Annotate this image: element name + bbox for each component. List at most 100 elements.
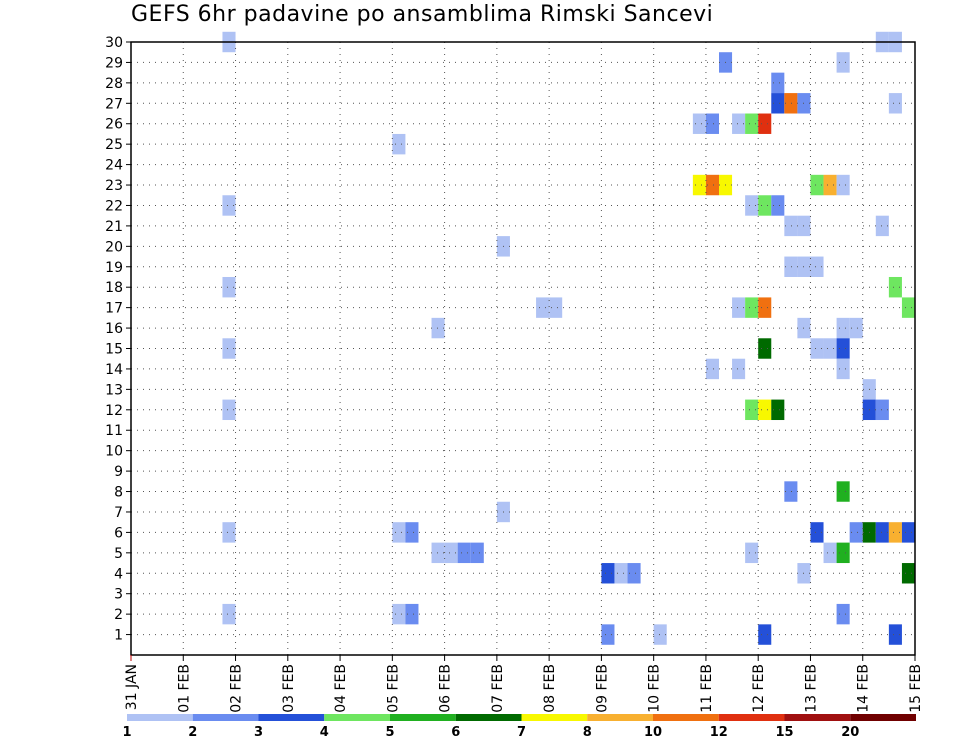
heatmap-cell — [705, 358, 719, 380]
x-tick-label: 09 FEB — [594, 664, 610, 713]
heatmap-cell — [222, 338, 236, 359]
heatmap-cell — [222, 522, 236, 543]
heatmap-cell — [732, 113, 746, 134]
heatmap-cell — [745, 399, 759, 421]
colorbar-swatch — [455, 714, 522, 721]
y-tick-label: 26 — [105, 117, 123, 133]
colorbar-label: 4 — [320, 725, 329, 740]
heatmap-cell — [784, 256, 798, 277]
y-tick-label: 2 — [114, 607, 123, 623]
colorbar-label: 3 — [254, 725, 263, 740]
heatmap-cell — [901, 563, 915, 584]
heatmap-cell — [392, 603, 406, 625]
y-tick-label: 7 — [114, 505, 123, 521]
heatmap-cell — [836, 317, 850, 339]
heatmap-cell — [392, 133, 406, 155]
colorbar-swatch — [127, 714, 193, 721]
colorbar-label: 12 — [710, 725, 728, 740]
colorbar-swatch — [718, 714, 785, 721]
heatmap-cell — [732, 297, 746, 318]
x-tick-label: 01 FEB — [176, 664, 192, 713]
colorbar: 1 2 3 4 5 6 7 8 10 12 15 20 — [122, 714, 916, 740]
heatmap-cell — [431, 542, 445, 564]
heatmap-cell — [771, 195, 785, 216]
heatmap-cell — [627, 563, 641, 584]
y-tick-label: 8 — [114, 485, 123, 501]
y-tick-label: 10 — [105, 444, 123, 460]
colorbar-swatch — [587, 714, 653, 721]
heatmap-cell — [431, 317, 445, 339]
chart-title: GEFS 6hr padavine po ansamblima Rimski S… — [131, 2, 714, 27]
y-axis: 1234567891011121314151617181920212223242… — [105, 35, 131, 644]
heatmap-cell — [536, 297, 550, 318]
heatmap-cell — [888, 276, 902, 298]
colorbar-swatch — [784, 714, 851, 721]
x-tick-label: 05 FEB — [385, 664, 401, 713]
y-tick-label: 28 — [105, 76, 123, 92]
y-tick-label: 6 — [114, 525, 123, 541]
heatmap-cell — [745, 113, 759, 134]
heatmap-cell — [836, 603, 850, 625]
y-tick-label: 18 — [105, 280, 123, 296]
y-tick-label: 13 — [105, 382, 123, 398]
heatmap-cell — [758, 195, 772, 216]
colorbar-label: 1 — [122, 725, 131, 740]
colorbar-label: 10 — [644, 725, 662, 740]
heatmap-cell — [405, 522, 419, 543]
y-tick-label: 12 — [105, 403, 123, 419]
x-tick-label: 11 FEB — [699, 664, 715, 713]
heatmap-cell — [810, 338, 824, 359]
heatmap-cell — [771, 93, 785, 114]
y-tick-label: 22 — [105, 198, 123, 214]
y-tick-label: 24 — [105, 158, 123, 174]
heatmap-cell — [836, 481, 850, 502]
heatmap-cell — [836, 52, 850, 73]
heatmap-cell — [222, 276, 236, 298]
x-tick-label: 12 FEB — [751, 664, 767, 713]
colorbar-swatch — [653, 714, 719, 721]
heatmap-cell — [732, 358, 746, 380]
colorbar-swatch — [192, 714, 259, 721]
y-tick-label: 27 — [105, 96, 123, 112]
heatmap-cell — [823, 542, 837, 564]
colorbar-label: 5 — [385, 725, 394, 740]
heatmap-cell — [392, 522, 406, 543]
y-tick-label: 20 — [105, 239, 123, 255]
heatmap-cell — [823, 174, 837, 196]
heatmap-cell — [549, 297, 563, 318]
heatmap-cell — [810, 522, 824, 543]
heatmap-cell — [771, 72, 785, 94]
y-tick-label: 1 — [114, 628, 123, 644]
heatmap-cell — [758, 297, 772, 318]
heatmap-cell — [705, 174, 719, 196]
heatmap-cell — [601, 563, 615, 584]
colorbar-label: 15 — [775, 725, 793, 740]
heatmap-cell — [444, 542, 458, 564]
heatmap-cell — [758, 113, 772, 134]
heatmap-cell — [692, 174, 706, 196]
y-tick-label: 25 — [105, 137, 123, 153]
y-tick-label: 17 — [105, 301, 123, 317]
colorbar-label: 2 — [188, 725, 197, 740]
heatmap-cell — [745, 297, 759, 318]
y-tick-label: 5 — [114, 546, 123, 562]
heatmap-cell — [758, 624, 772, 645]
heatmap-cell — [849, 522, 863, 543]
heatmap-cell — [614, 563, 628, 584]
heatmap-cell — [784, 481, 798, 502]
heatmap-cell — [222, 603, 236, 625]
heatmap-cell — [745, 195, 759, 216]
heatmap-cell — [888, 93, 902, 114]
x-tick-label: 03 FEB — [281, 664, 297, 713]
x-tick-label: 14 FEB — [856, 664, 872, 713]
y-tick-label: 3 — [114, 587, 123, 603]
heatmap-cell — [222, 195, 236, 216]
heatmap-cell — [836, 338, 850, 359]
heatmap-cell — [758, 338, 772, 359]
heatmap-cell — [888, 522, 902, 543]
y-tick-label: 9 — [114, 464, 123, 480]
heatmap-cell — [601, 624, 615, 645]
grid-layer — [131, 41, 915, 655]
x-tick-label: 10 FEB — [647, 664, 663, 713]
